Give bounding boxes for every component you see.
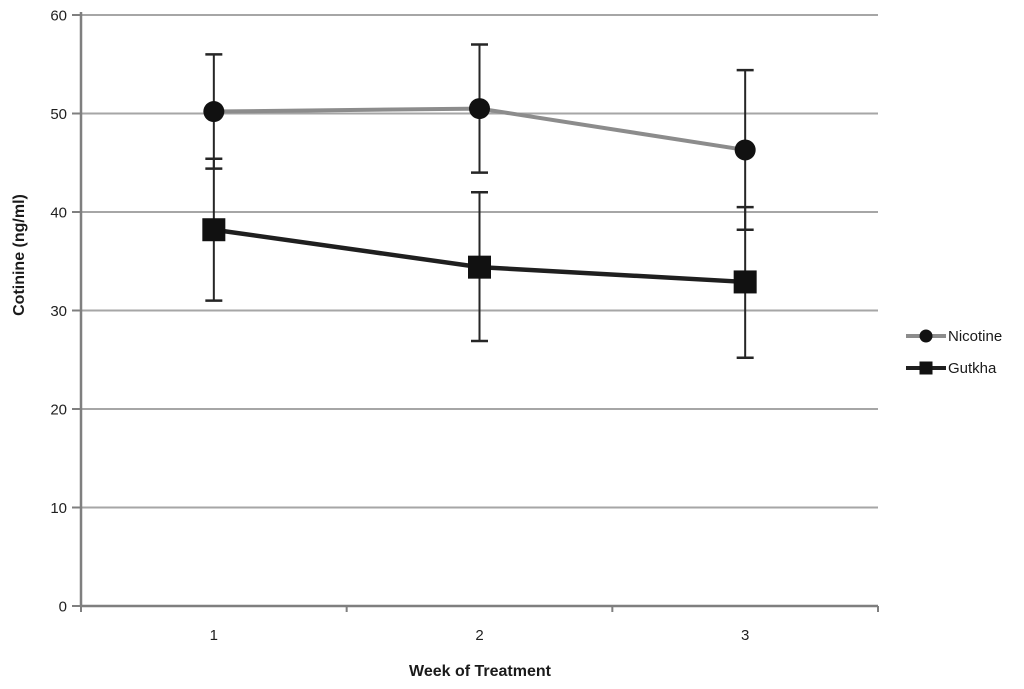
legend-item-gutkha: Gutkha	[906, 359, 1002, 377]
legend-circle-marker-icon	[919, 329, 933, 343]
y-tick-label: 60	[50, 8, 67, 25]
y-tick-label: 50	[50, 106, 67, 123]
data-point-square-gutkha	[202, 218, 226, 242]
x-tick-label: 3	[741, 627, 749, 644]
y-tick-label: 30	[50, 303, 67, 320]
y-tick-label: 20	[50, 402, 67, 419]
x-tick-label: 2	[475, 627, 483, 644]
legend-sample-gutkha	[906, 360, 946, 376]
x-axis-title: Week of Treatment	[409, 663, 551, 680]
data-point-circle-nicotine	[469, 98, 490, 120]
legend-label: Gutkha	[948, 359, 997, 377]
y-tick-label: 40	[50, 205, 67, 222]
y-tick-label: 0	[59, 599, 67, 616]
data-point-square-gutkha	[468, 255, 491, 279]
legend: Nicotine Gutkha	[906, 328, 1002, 392]
data-point-circle-nicotine	[203, 101, 225, 123]
x-tick-label: 1	[210, 627, 218, 644]
y-axis-title: Cotinine (ng/ml)	[11, 194, 28, 316]
data-point-square-gutkha	[733, 270, 757, 294]
legend-square-marker-icon	[919, 361, 933, 375]
legend-label: Nicotine	[948, 327, 1003, 345]
y-tick-label: 10	[50, 500, 67, 517]
legend-item-nicotine: Nicotine	[906, 327, 1003, 345]
legend-sample-nicotine	[906, 328, 946, 344]
data-point-circle-nicotine	[734, 139, 756, 161]
